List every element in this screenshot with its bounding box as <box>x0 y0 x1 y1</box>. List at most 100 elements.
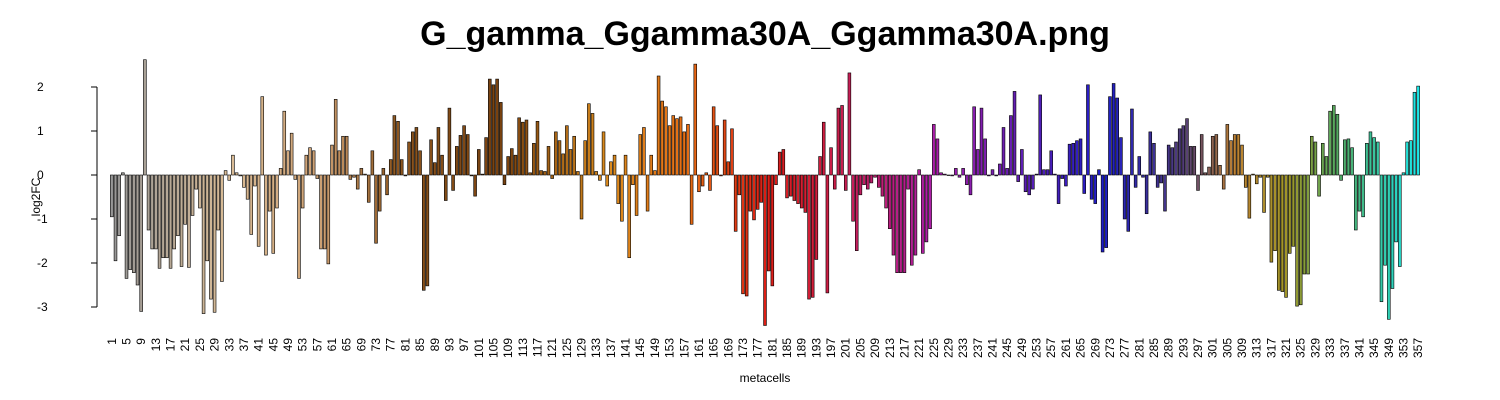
y-tick-label: 1 <box>37 124 44 138</box>
bar-metacell-220 <box>913 174 918 256</box>
bar-metacell-332 <box>1324 156 1329 176</box>
bar-metacell-99 <box>469 174 474 177</box>
bar-metacell-319 <box>1276 174 1281 291</box>
bar-metacell-252 <box>1031 174 1035 190</box>
bar-metacell-134 <box>598 174 602 181</box>
bar-metacell-80 <box>399 159 404 176</box>
x-tick-label: 37 <box>237 338 251 352</box>
bar-metacell-183 <box>777 151 782 176</box>
x-tick-label: 93 <box>442 338 456 352</box>
bar-metacell-300 <box>1207 166 1211 176</box>
bar-metacell-157 <box>682 131 687 176</box>
x-tick-label: 29 <box>208 338 222 352</box>
bar-metacell-72 <box>370 150 375 176</box>
bar-metacell-320 <box>1280 174 1285 292</box>
bar-metacell-5 <box>124 174 129 279</box>
bar-metacell-25 <box>198 174 202 209</box>
bar-metacell-357 <box>1416 85 1420 176</box>
bar-metacell-141 <box>623 154 628 176</box>
bar-metacell-238 <box>979 107 984 176</box>
x-tick-label: 193 <box>809 338 823 358</box>
bar-metacell-11 <box>146 174 151 231</box>
bar-metacell-21 <box>183 174 187 225</box>
bar-metacell-107 <box>499 102 503 176</box>
bar-metacell-100 <box>473 174 477 197</box>
bar-metacell-185 <box>785 174 789 199</box>
bar-metacell-28 <box>209 174 213 300</box>
bar-metacell-242 <box>994 174 998 177</box>
bar-metacell-195 <box>821 121 826 176</box>
bar-metacell-224 <box>928 174 932 229</box>
x-tick-label: 229 <box>941 338 955 358</box>
bar-metacell-208 <box>869 174 874 184</box>
bar-metacell-114 <box>524 119 529 176</box>
bar-metacell-85 <box>418 150 422 176</box>
bar-metacell-94 <box>451 174 455 191</box>
bar-metacell-225 <box>932 124 936 176</box>
bar-metacell-309 <box>1240 144 1244 176</box>
bar-metacell-209 <box>873 174 877 178</box>
bar-metacell-324 <box>1295 174 1299 307</box>
bar-metacell-129 <box>579 174 584 220</box>
bar-metacell-312 <box>1251 173 1255 176</box>
bar-metacell-170 <box>730 128 734 176</box>
bar-metacell-79 <box>396 121 400 176</box>
bar-metacell-30 <box>216 174 220 231</box>
bar-metacell-307 <box>1232 134 1237 176</box>
bar-metacell-284 <box>1148 131 1153 176</box>
bar-metacell-181 <box>770 174 775 287</box>
bar-metacell-228 <box>943 173 947 176</box>
bar-metacell-282 <box>1141 174 1145 178</box>
bar-metacell-218 <box>906 174 910 190</box>
bar-metacell-6 <box>128 174 132 270</box>
x-tick-label: 333 <box>1323 338 1337 358</box>
y-tick-label: -2 <box>37 256 48 270</box>
bar-metacell-199 <box>836 107 841 176</box>
bar-metacell-120 <box>546 146 551 176</box>
bar-metacell-167 <box>719 174 723 177</box>
bar-metacell-87 <box>425 174 430 287</box>
bar-metacell-57 <box>315 174 320 179</box>
x-tick-label: 341 <box>1352 338 1366 358</box>
bar-metacell-292 <box>1177 128 1182 176</box>
bar-metacell-54 <box>304 154 309 176</box>
bar-metacell-174 <box>744 174 749 297</box>
x-tick-label: 69 <box>354 338 368 352</box>
x-tick-label: 33 <box>222 338 236 352</box>
bar-metacell-138 <box>612 154 617 176</box>
bar-metacell-106 <box>495 78 499 176</box>
bar-metacell-230 <box>950 174 954 177</box>
bar-metacell-251 <box>1027 174 1031 196</box>
bar-metacell-227 <box>939 172 943 176</box>
bar-metacell-69 <box>359 168 364 176</box>
bar-metacell-275 <box>1115 97 1119 176</box>
x-tick-label: 169 <box>721 338 735 358</box>
bar-metacell-109 <box>506 156 510 176</box>
bar-metacell-46 <box>275 174 279 209</box>
bar-metacell-20 <box>179 174 184 267</box>
x-tick-label: 97 <box>457 338 471 352</box>
bar-metacell-331 <box>1321 143 1325 176</box>
bar-metacell-24 <box>194 174 198 190</box>
bar-metacell-147 <box>645 174 650 212</box>
bar-metacell-150 <box>656 75 661 176</box>
bar-metacell-236 <box>972 106 976 176</box>
x-tick-label: 77 <box>384 338 398 352</box>
bar-metacell-299 <box>1203 172 1208 176</box>
bar-metacell-34 <box>231 154 235 176</box>
x-tick-label: 281 <box>1132 338 1146 358</box>
x-tick-label: 141 <box>619 338 633 358</box>
bar-metacell-288 <box>1163 174 1167 212</box>
x-tick-label: 165 <box>707 338 721 358</box>
bar-metacell-333 <box>1328 110 1332 176</box>
bar-metacell-206 <box>862 174 866 185</box>
bar-metacell-37 <box>242 174 246 188</box>
bar-metacell-176 <box>752 174 756 221</box>
x-tick-label: 49 <box>281 338 295 352</box>
bar-metacell-49 <box>286 150 290 176</box>
bar-metacell-280 <box>1133 174 1138 188</box>
bar-metacell-246 <box>1009 115 1013 176</box>
bar-metacell-1 <box>110 174 114 218</box>
bar-metacell-261 <box>1064 174 1068 187</box>
bar-metacell-314 <box>1258 174 1263 178</box>
